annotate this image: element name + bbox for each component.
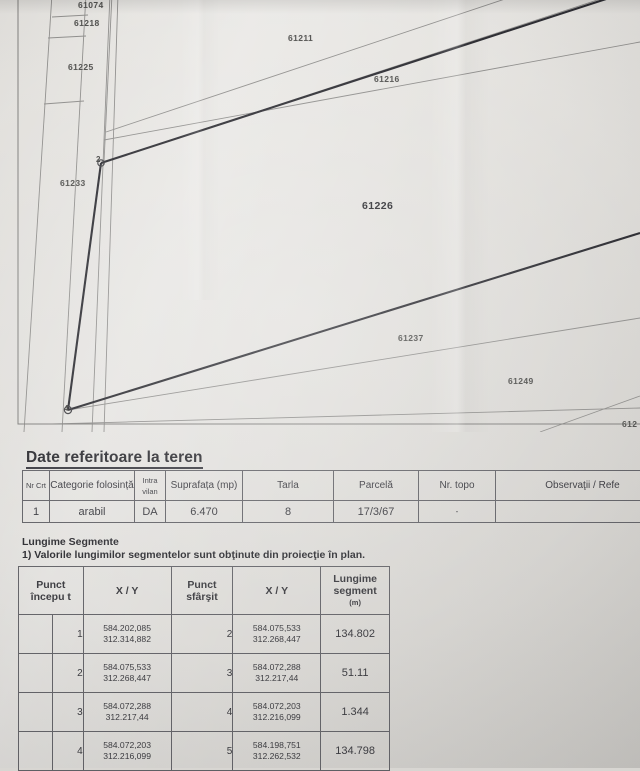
- cell-punct-inceput: 3: [52, 693, 83, 732]
- col-lungime-segment: Lungime segment (m): [321, 567, 390, 615]
- cell-punct-sfarsit: 5: [171, 732, 233, 771]
- col-parcela: Parcelă: [334, 471, 419, 501]
- map-parcel-label-61226: 61226: [362, 200, 393, 212]
- col-intravilan: Intra vilan: [135, 471, 166, 501]
- cell-punct-sfarsit: 3: [171, 654, 233, 693]
- col-xy-start: X / Y: [83, 567, 171, 615]
- col-suprafata: Suprafața (mp): [166, 471, 243, 501]
- cell-parcela: 17/3/67: [334, 501, 419, 523]
- cadastral-map: 61074 61218 61225 61233 61211 61216 6122…: [0, 0, 640, 432]
- map-drawing: [0, 0, 640, 432]
- cell-lungime: 134.798: [321, 732, 390, 771]
- cell-observatii: [496, 501, 640, 523]
- map-parcel-label: 61237: [398, 333, 424, 343]
- map-point-label: 4: [64, 404, 68, 413]
- table-header-row: Nr Crt Categorie folosință Intra vilan S…: [23, 471, 640, 501]
- cell-lungime: 1.344: [321, 693, 390, 732]
- cell-punct-sfarsit: 2: [171, 615, 233, 654]
- col-lungime-unit: (m): [321, 597, 389, 609]
- cell-punct-inceput: 2: [52, 654, 83, 693]
- cell-spacer: [19, 693, 53, 732]
- col-punct-inceput: Punct începu t: [19, 567, 84, 615]
- map-parcel-label: 61233: [60, 178, 86, 188]
- cell-intravilan: DA: [135, 501, 166, 523]
- col-observatii: Observaţii / Refe: [496, 471, 640, 501]
- col-xy-end: X / Y: [233, 567, 321, 615]
- cell-lungime: 134.802: [321, 615, 390, 654]
- cell-nr-crt: 1: [23, 501, 50, 523]
- cell-categorie: arabil: [50, 501, 135, 523]
- cell-spacer: [19, 654, 53, 693]
- map-parcel-label: 61074: [78, 0, 104, 10]
- table-row: 1 arabil DA 6.470 8 17/3/67 -: [23, 501, 640, 523]
- map-parcel-label: 61249: [508, 376, 534, 386]
- col-lungime-label: Lungime segment: [333, 573, 377, 597]
- section-title-lungime-segmente: Lungime Segmente: [22, 536, 119, 549]
- map-parcel-label: 61216: [374, 74, 400, 84]
- cell-spacer: [19, 615, 53, 654]
- section-note-lungime: 1) Valorile lungimilor segmentelor sunt …: [22, 549, 365, 562]
- col-punct-sfarsit: Punct sfârşit: [171, 567, 233, 615]
- page-title-teren: Date referitoare la teren: [26, 450, 203, 469]
- cell-suprafata: 6.470: [166, 501, 243, 523]
- cell-punct-inceput: 4: [52, 732, 83, 771]
- cell-punct-sfarsit: 4: [171, 693, 233, 732]
- teren-table: Nr Crt Categorie folosință Intra vilan S…: [22, 470, 640, 523]
- col-nr-crt: Nr Crt: [23, 471, 50, 501]
- table-header-row: Punct începu t X / Y Punct sfârşit X / Y…: [19, 567, 390, 615]
- cell-lungime: 51.11: [321, 654, 390, 693]
- segmente-table: Punct începu t X / Y Punct sfârşit X / Y…: [18, 566, 390, 771]
- cell-tarla: 8: [243, 501, 334, 523]
- map-parcel-label: 612: [622, 419, 637, 429]
- map-point-label: 2: [96, 155, 100, 164]
- map-parcel-label: 61218: [74, 18, 100, 28]
- map-parcel-label: 61225: [68, 62, 94, 72]
- map-parcel-label: 61211: [288, 33, 313, 43]
- cell-nr-topo: -: [419, 501, 496, 523]
- cell-spacer: [19, 732, 53, 771]
- cell-punct-inceput: 1: [52, 615, 83, 654]
- col-tarla: Tarla: [243, 471, 334, 501]
- col-nr-topo: Nr. topo: [419, 471, 496, 501]
- col-categorie-folosinta: Categorie folosință: [50, 471, 135, 501]
